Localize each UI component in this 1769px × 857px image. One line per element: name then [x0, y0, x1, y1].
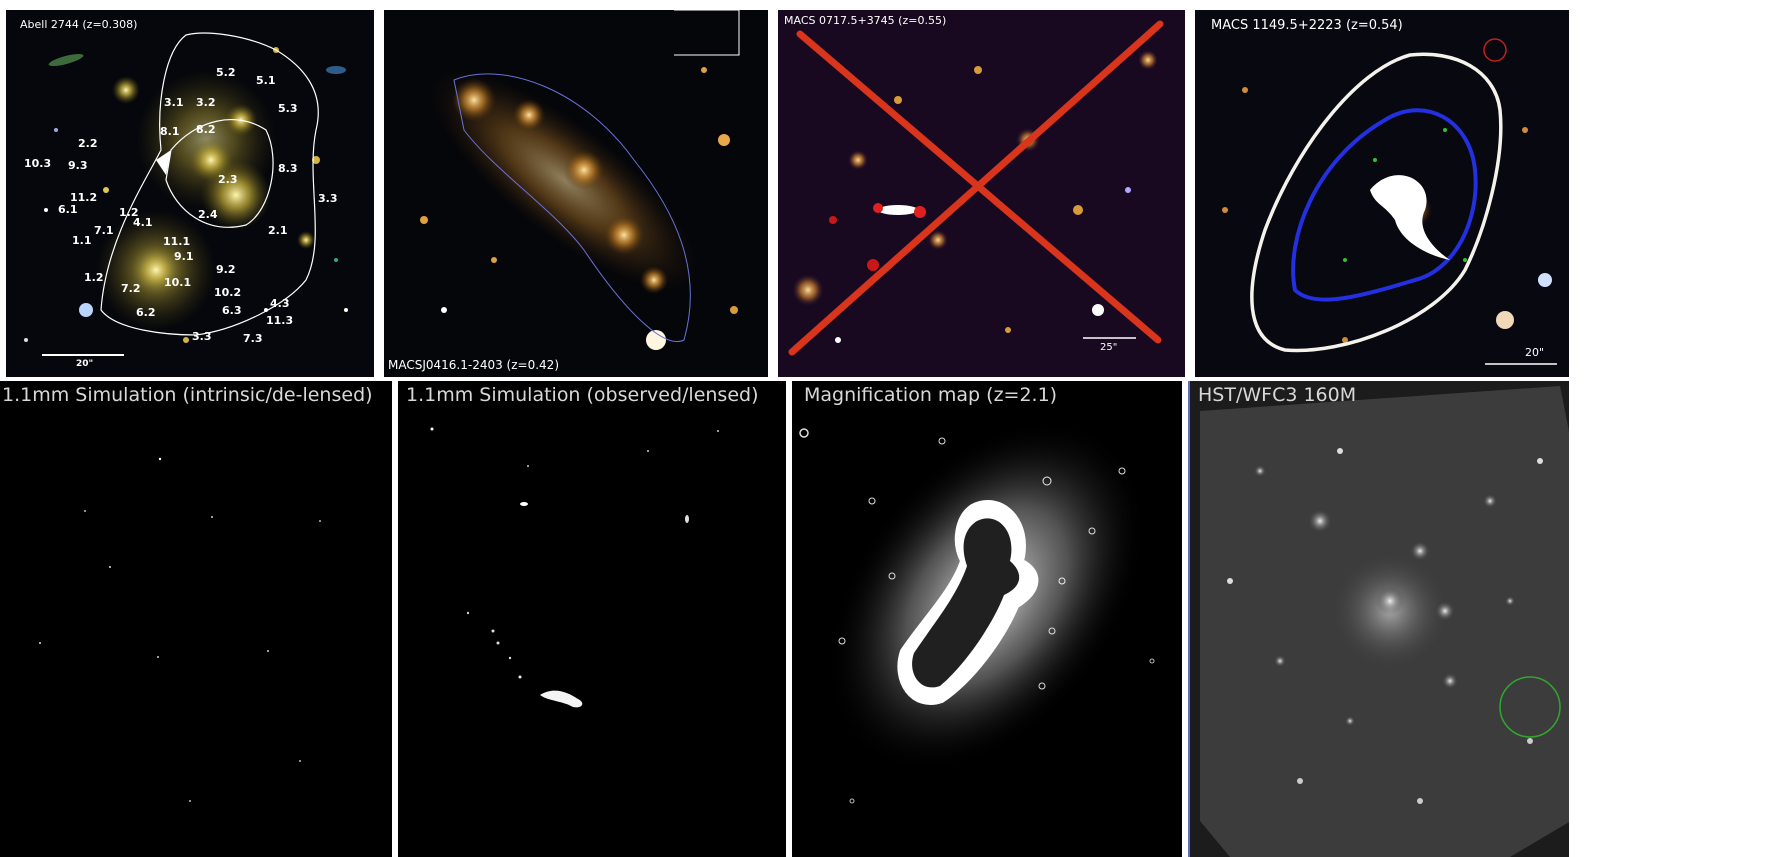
panel-sim-intrinsic: 1.1mm Simulation (intrinsic/de-lensed) — [0, 381, 392, 857]
image-label: 1.2 — [84, 271, 104, 284]
image-label: 11.2 — [70, 191, 98, 204]
image-label: 7.1 — [94, 224, 114, 237]
image-label: 11.1 — [163, 235, 191, 248]
image-label: 9.1 — [174, 250, 194, 263]
caption: 1.1mm Simulation (observed/lensed) — [406, 384, 759, 406]
image-label: 2.4 — [198, 208, 218, 221]
image-label: 4.1 — [133, 216, 153, 229]
scale-label: 20" — [76, 359, 94, 369]
image-label: 1.1 — [72, 234, 92, 247]
caption: MACS 0717.5+3745 (z=0.55) — [784, 14, 947, 27]
panel-macsj0416: MACSJ0416.1-2403 (z=0.42) — [384, 10, 768, 377]
image-label: 5.3 — [278, 102, 298, 115]
image-label: 5.2 — [216, 66, 236, 79]
caption: Abell 2744 (z=0.308) — [20, 18, 138, 31]
caption: 1.1mm Simulation (intrinsic/de-lensed) — [2, 384, 373, 406]
image-label: 3.2 — [196, 96, 216, 109]
image-label: 1.2 — [119, 206, 139, 219]
image-label: 11.3 — [266, 314, 294, 327]
image-label: 6.3 — [222, 304, 242, 317]
macs1149-image — [1222, 38, 1557, 365]
abell-2744-image — [24, 32, 348, 356]
scale-label: 20" — [1525, 346, 1545, 359]
image-label: 6.1 — [58, 203, 78, 216]
caption: HST/WFC3 160M — [1198, 384, 1357, 406]
sim-intrinsic-image — [39, 457, 321, 802]
hst-wfc3-image — [1200, 386, 1569, 857]
image-label: 9.3 — [68, 159, 88, 172]
scale-label: 25" — [1100, 342, 1118, 353]
image-label: 2.2 — [78, 137, 98, 150]
caption: Magnification map (z=2.1) — [804, 384, 1058, 406]
image-label: 4.3 — [270, 297, 290, 310]
panel-macs1149: MACS 1149.5+2223 (z=0.54) 20" — [1195, 10, 1569, 377]
image-label: 8.1 — [160, 125, 180, 138]
panel-sim-observed: 1.1mm Simulation (observed/lensed) — [398, 381, 786, 857]
image-label: 8.2 — [196, 123, 216, 136]
image-label: 7.2 — [121, 282, 141, 295]
caption: MACS 1149.5+2223 (z=0.54) — [1211, 18, 1403, 33]
caption: MACSJ0416.1-2403 (z=0.42) — [388, 358, 559, 372]
panel-macs0717: MACS 0717.5+3745 (z=0.55) 25" — [778, 10, 1185, 377]
image-label: 8.3 — [278, 162, 298, 175]
image-label: 10.1 — [164, 276, 192, 289]
image-label: 3.1 — [164, 96, 184, 109]
image-label: 10.2 — [214, 286, 242, 299]
panel-hst-wfc3: HST/WFC3 160M — [1188, 381, 1569, 857]
panel-abell-2744: Abell 2744 (z=0.308) 20" 5.2 5.1 3.1 3.2… — [6, 10, 374, 377]
macs0717-image — [778, 10, 1185, 377]
sim-observed-image — [430, 427, 719, 708]
magnification-map-image — [799, 419, 1155, 804]
image-label: 2.3 — [218, 173, 238, 186]
panel-magnification-map: Magnification map (z=2.1) — [792, 381, 1182, 857]
image-label: 6.2 — [136, 306, 156, 319]
image-label: 7.3 — [243, 332, 263, 345]
image-label: 9.2 — [216, 263, 236, 276]
image-label: 2.1 — [268, 224, 288, 237]
image-label: 3.3 — [318, 192, 338, 205]
image-label: 10.3 — [24, 157, 52, 170]
image-label: 3.3 — [192, 330, 212, 343]
image-label: 5.1 — [256, 74, 276, 87]
macsj0416-image — [420, 10, 740, 350]
